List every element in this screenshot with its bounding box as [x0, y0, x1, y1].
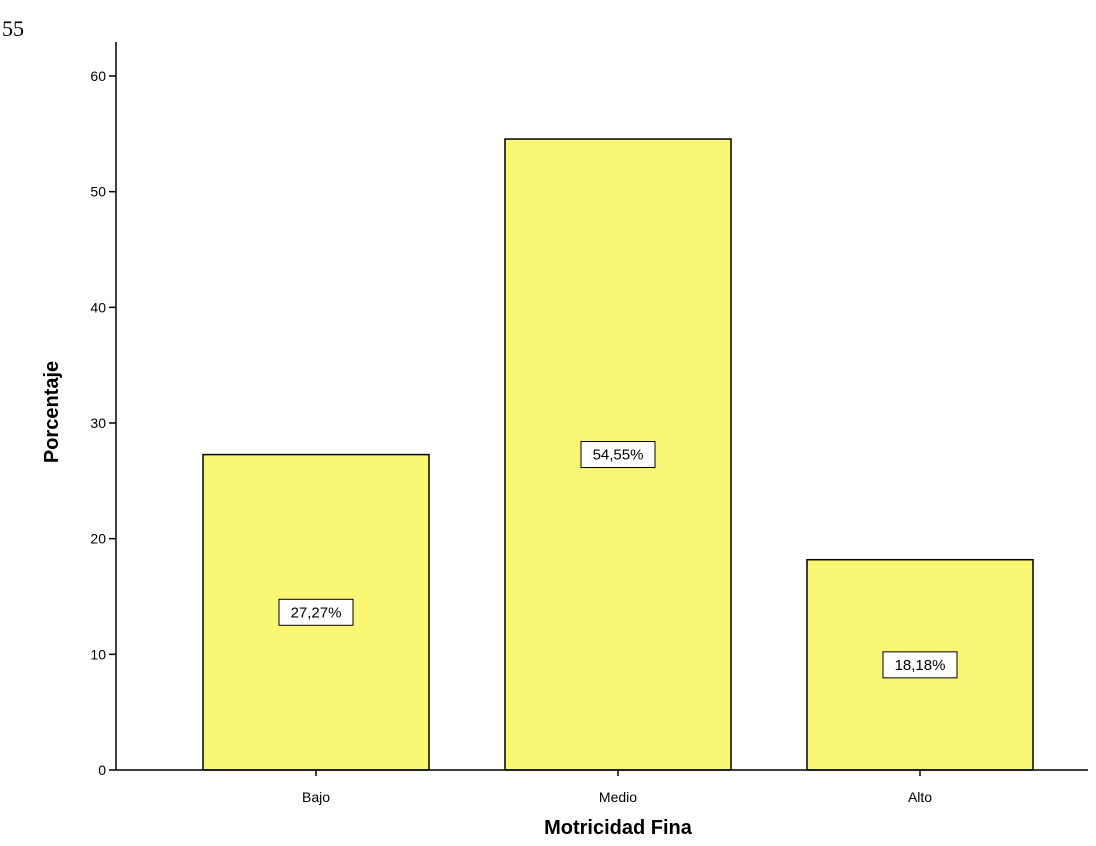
x-tick-label: Alto [908, 789, 932, 805]
data-label-box [882, 651, 958, 679]
y-axis: 0 10 20 30 40 50 60 [90, 42, 117, 778]
y-tick-label: 60 [90, 68, 106, 84]
x-tick-label: Medio [599, 789, 637, 805]
x-tick-label: Bajo [302, 789, 330, 805]
data-label-box [278, 598, 354, 626]
data-label-box [580, 441, 656, 469]
x-axis-title: Motricidad Fina [544, 817, 693, 839]
y-tick-label: 10 [90, 646, 106, 662]
x-axis: Bajo Medio Alto [116, 769, 1088, 805]
y-tick-label: 20 [90, 531, 106, 547]
bars: 27,27% 54,55% 18,18% [202, 138, 1034, 771]
page-number: 55 [2, 16, 24, 41]
y-tick-label: 30 [90, 415, 106, 431]
y-tick-label: 0 [98, 762, 106, 778]
data-label: 27,27% [291, 604, 342, 621]
y-tick-label: 50 [90, 184, 106, 200]
data-label: 18,18% [895, 657, 946, 674]
data-label: 54,55% [593, 447, 644, 464]
y-axis-title: Porcentaje [41, 361, 63, 463]
y-tick-label: 40 [90, 299, 106, 315]
